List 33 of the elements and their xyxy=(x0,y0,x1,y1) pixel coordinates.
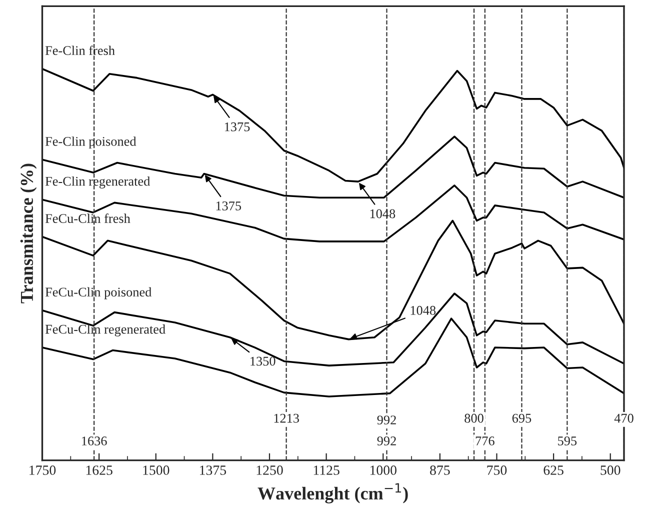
annotation: 1048 xyxy=(370,209,396,218)
y-axis-title: Transmitance (%) xyxy=(20,164,37,304)
x-tick-label: 625 xyxy=(544,466,564,475)
ref-line-label: 800 xyxy=(464,414,484,423)
annotation: 1375 xyxy=(216,202,242,210)
x-tick-label: 750 xyxy=(487,466,507,475)
annotation: 992 xyxy=(377,416,396,424)
x-tick-label: 1000 xyxy=(370,466,396,475)
ref-line-label: 1636 xyxy=(82,436,107,446)
x-tick-label: 1625 xyxy=(86,466,112,475)
series-label: FeCu-Clin fresh xyxy=(45,214,130,223)
x-tick-label: 1375 xyxy=(200,466,226,475)
annotation: 1350 xyxy=(250,356,276,366)
annotation: 1375 xyxy=(224,122,250,132)
x-tick-label: 875 xyxy=(430,466,450,475)
annotation: 1048 xyxy=(410,306,436,315)
series-label: Fe-Clin fresh xyxy=(45,46,115,56)
ref-line-label: 595 xyxy=(558,436,577,446)
x-tick-label: 500 xyxy=(600,466,620,475)
series-label: Fe-Clin poisoned xyxy=(45,136,136,149)
ref-line-label: 1213 xyxy=(274,414,299,423)
x-tick-label: 1125 xyxy=(314,466,340,475)
ref-line-label: 470 xyxy=(614,414,634,423)
x-tick-label: 1750 xyxy=(30,466,56,475)
ref-line-label: 695 xyxy=(512,414,532,423)
series-label: FeCu-Clin poisoned xyxy=(45,287,152,300)
series-label: FeCu-Clin regenerated xyxy=(45,324,166,336)
ref-line-label: 776 xyxy=(476,436,494,446)
x-tick-label: 1250 xyxy=(256,466,283,475)
ref-line-label: 992 xyxy=(377,436,396,446)
x-tick-label: 1500 xyxy=(143,466,170,475)
series-label: Fe-Clin regenerated xyxy=(45,176,150,188)
x-axis-title: Wavelenght (cm$^{−1}$) xyxy=(258,483,408,504)
